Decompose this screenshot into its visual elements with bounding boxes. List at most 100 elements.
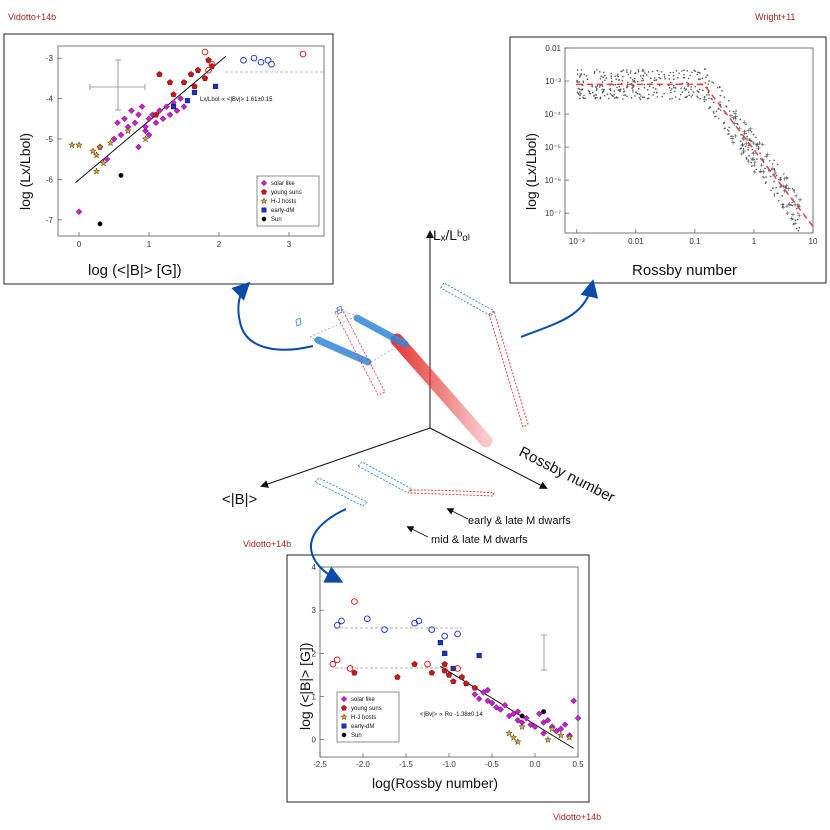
point-star-sample (697, 90, 700, 93)
point-early-dm (454, 630, 461, 638)
point-star-sample (664, 78, 666, 80)
point-star-sample (599, 77, 602, 80)
point-star-sample (756, 158, 758, 160)
point-solar-like (135, 143, 142, 151)
point-star-sample (648, 85, 651, 87)
point-solar-like (177, 95, 184, 102)
point-solar-like (145, 115, 153, 123)
point-star-sample (680, 87, 682, 90)
point-star-sample (677, 76, 679, 79)
point-star-sample (683, 87, 686, 90)
point-star-sample (688, 94, 690, 97)
point-star-sample (784, 204, 789, 209)
point-star-sample (635, 91, 637, 93)
point-star-sample (655, 91, 658, 94)
legend-marker-early-dm (261, 207, 267, 213)
point-star-sample (793, 189, 795, 191)
point-star-sample (697, 78, 700, 80)
point-star-sample (602, 89, 605, 91)
point-star-sample (689, 74, 691, 77)
citation-top-left: Vidotto+14b (8, 12, 56, 22)
legend-marker-sun (341, 732, 347, 738)
point-star-sample (642, 79, 645, 81)
point-star-sample (610, 72, 612, 75)
point-star-sample (643, 96, 645, 99)
point-solar-like (514, 717, 522, 724)
point-star-sample (652, 94, 654, 96)
point-star-sample (713, 112, 715, 114)
point-star-sample (744, 141, 749, 146)
point-star-sample (755, 168, 758, 171)
point-star-sample (578, 76, 581, 78)
legend-marker-solar-like (260, 179, 268, 187)
point-sun (541, 709, 547, 715)
point-star-sample (706, 74, 709, 77)
point-star-sample (648, 93, 650, 96)
point-star-sample (740, 134, 742, 136)
point-star-sample (690, 86, 693, 88)
point-star-sample (718, 108, 720, 110)
point-star-sample (576, 73, 579, 75)
point-star-sample (669, 89, 672, 92)
tick-label: -0.5 (485, 760, 499, 769)
point-star-sample (617, 73, 619, 76)
point-star-sample (769, 175, 772, 178)
point-star-sample (595, 94, 598, 96)
point-young-suns (394, 673, 401, 680)
point-star-sample (651, 81, 653, 84)
point-star-sample (763, 177, 765, 179)
point-star-sample (785, 186, 788, 188)
point-star-sample (798, 227, 801, 229)
point-star-sample (751, 141, 756, 146)
point-young-suns (170, 91, 177, 98)
point-star-sample (761, 169, 766, 174)
plot-area-lx-vs-b (57, 45, 325, 237)
point-star-sample (651, 70, 654, 73)
point-star-sample (748, 138, 751, 140)
point-star-sample (728, 126, 730, 129)
axis-b (260, 427, 431, 488)
point-young-suns (346, 665, 354, 672)
point-star-sample (773, 195, 776, 197)
legend-entry: early-dM (271, 208, 294, 214)
point-star-sample (696, 90, 699, 92)
point-sun (519, 713, 525, 719)
points-lx-vs-rossby (576, 68, 803, 232)
point-star-sample (654, 88, 657, 90)
point-star-sample (733, 114, 738, 119)
ticks-lx-vs-b: 0 1 2 3 -3 -4 -5 -6 -7 (46, 54, 292, 249)
point-star-sample (580, 69, 583, 71)
point-star-sample (652, 86, 655, 89)
point-star-sample (637, 70, 640, 73)
point-star-sample (742, 131, 747, 136)
tick-label: 4 (312, 563, 317, 572)
point-star-sample (604, 74, 606, 77)
point-star-sample (579, 94, 581, 97)
point-star-sample (690, 88, 693, 91)
point-star-sample (791, 204, 794, 207)
point-star-sample (642, 68, 644, 71)
point-star-sample (669, 71, 672, 74)
point-solar-like (480, 688, 487, 696)
tick-label: 10⁻⁴ (544, 110, 561, 119)
point-h-j-hosts (92, 151, 101, 159)
legend-marker-young-suns (261, 188, 267, 195)
point-star-sample (781, 194, 784, 197)
point-star-sample (669, 98, 671, 100)
point-star-sample (784, 175, 789, 180)
point-early-dm (381, 626, 388, 633)
point-star-sample (653, 91, 656, 94)
point-star-sample (712, 101, 715, 104)
point-star-sample (725, 105, 728, 108)
point-solar-like (121, 115, 128, 123)
point-star-sample (613, 97, 616, 99)
legend-entry: H-J hosts (351, 715, 376, 721)
point-star-sample (616, 86, 618, 89)
point-star-sample (722, 122, 725, 125)
point-star-sample (622, 69, 625, 71)
point-star-sample (780, 202, 785, 207)
point-star-sample (745, 123, 747, 125)
point-star-sample (639, 75, 642, 77)
point-star-sample (765, 176, 768, 178)
point-star-sample (794, 219, 797, 222)
